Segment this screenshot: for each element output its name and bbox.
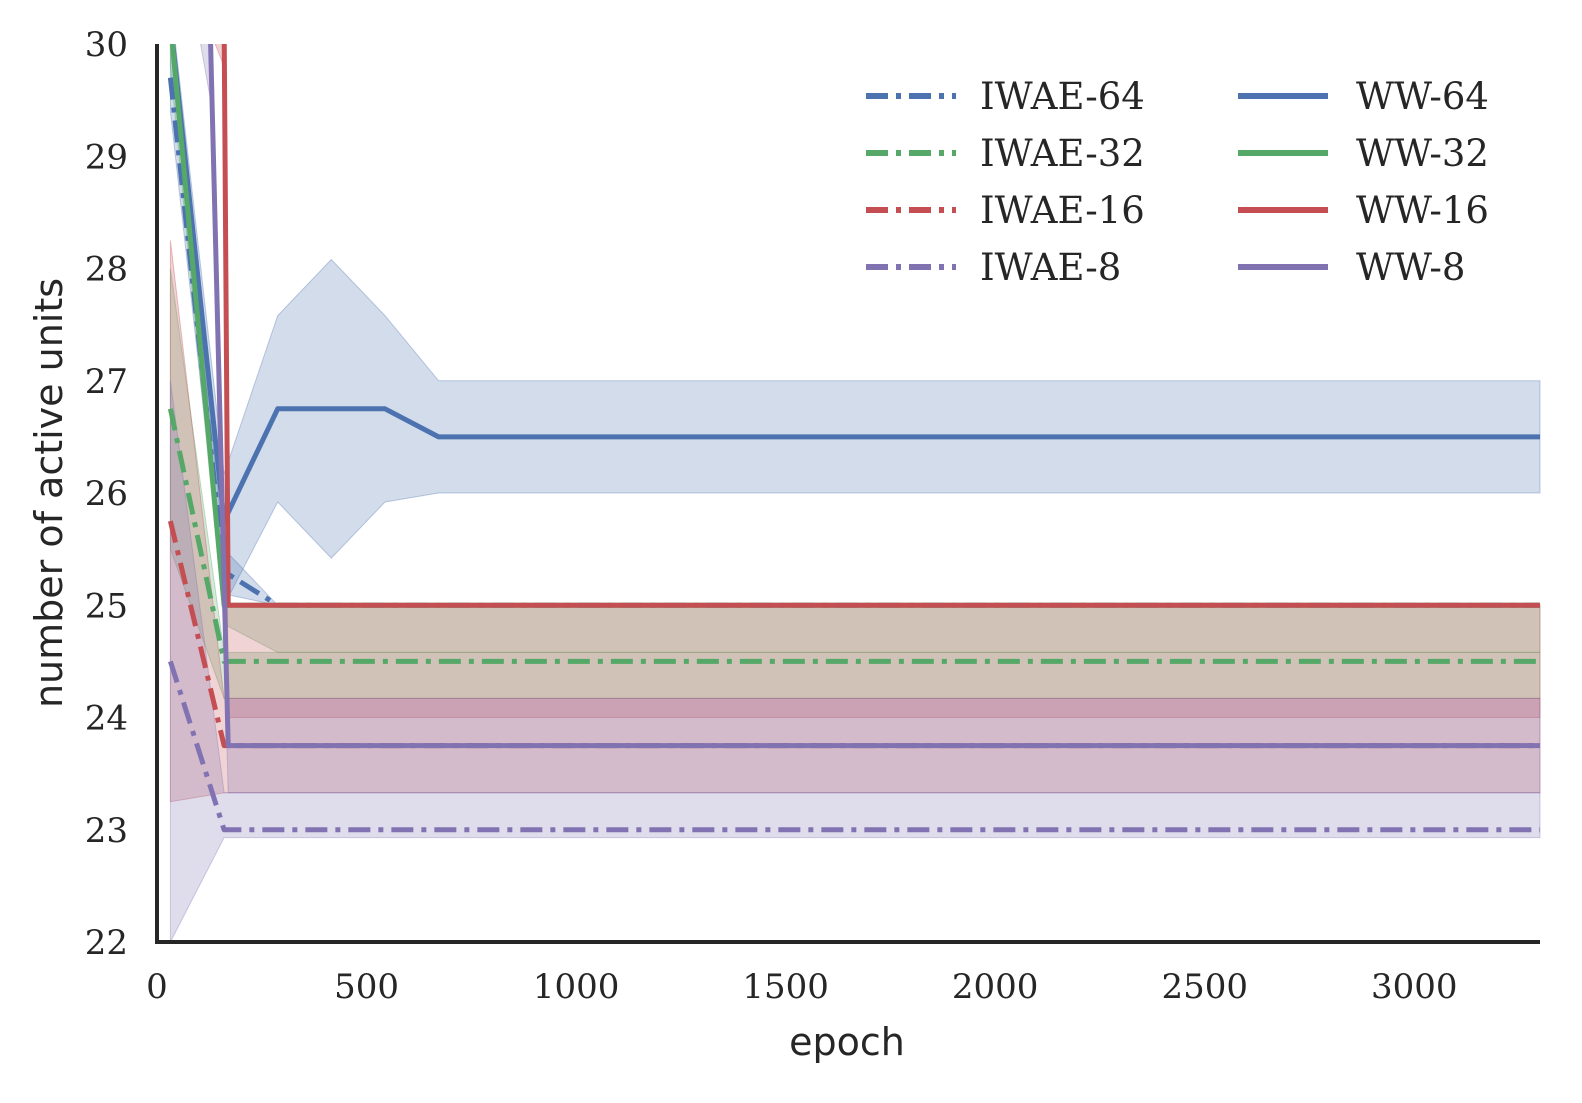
band-iwae-8 [169,380,1541,942]
legend-item-iwae-8: IWAE-8 [866,246,1121,289]
legend-label: WW-64 [1356,75,1489,118]
confidence-bands [169,44,1541,942]
y-tick-label: 22 [85,923,128,963]
legend-item-ww-16: WW-16 [1238,189,1489,232]
line-iwae-8 [168,660,1540,833]
y-tick-label: 25 [85,586,128,626]
y-tick-label: 23 [85,811,128,851]
y-tick-label: 26 [85,474,128,514]
y-tick-label: 28 [85,250,128,290]
line-ww-16 [221,44,1540,608]
legend-item-iwae-16: IWAE-16 [866,189,1145,232]
legend-item-iwae-32: IWAE-32 [866,132,1145,175]
y-tick-label: 30 [85,25,128,65]
legend-label: WW-16 [1356,189,1489,232]
legend-label: WW-8 [1356,246,1465,289]
x-tick-label: 0 [146,967,168,1007]
line-ww-64 [170,44,1540,524]
series-lines [167,44,1540,833]
y-tick-labels: 22 23 24 25 26 27 28 29 30 [85,25,128,963]
x-axis-title: epoch [789,1020,905,1064]
legend-item-ww-64: WW-64 [1238,75,1489,118]
x-tick-label: 2000 [952,967,1039,1007]
x-tick-label: 1500 [742,967,829,1007]
x-tick-labels: 0 500 1000 1500 2000 2500 3000 [146,967,1457,1007]
line-iwae-32 [167,408,1540,664]
axes [155,44,1540,944]
band-iwae-32 [169,268,1541,699]
legend-label: IWAE-32 [980,132,1145,175]
legend-label: WW-32 [1356,132,1489,175]
y-tick-label: 29 [85,137,128,177]
legend-item-ww-8: WW-8 [1238,246,1465,289]
legend-item-ww-32: WW-32 [1238,132,1489,175]
legend-label: IWAE-8 [980,246,1121,289]
legend-label: IWAE-64 [980,75,1145,118]
line-ww-8 [208,44,1540,749]
x-tick-label: 2500 [1161,967,1248,1007]
x-tick-label: 1000 [533,967,620,1007]
band-ww-64 [169,44,1541,608]
legend-item-iwae-64: IWAE-64 [866,75,1145,118]
y-tick-label: 27 [85,362,128,402]
x-tick-label: 500 [334,967,399,1007]
legend-label: IWAE-16 [980,189,1145,232]
y-axis-title: number of active units [27,278,71,708]
y-tick-label: 24 [85,699,128,739]
x-tick-label: 3000 [1371,967,1458,1007]
legend: IWAE-64 IWAE-32 IWAE-16 IWAE-8 WW-64 WW-32 WW-… [866,75,1489,289]
